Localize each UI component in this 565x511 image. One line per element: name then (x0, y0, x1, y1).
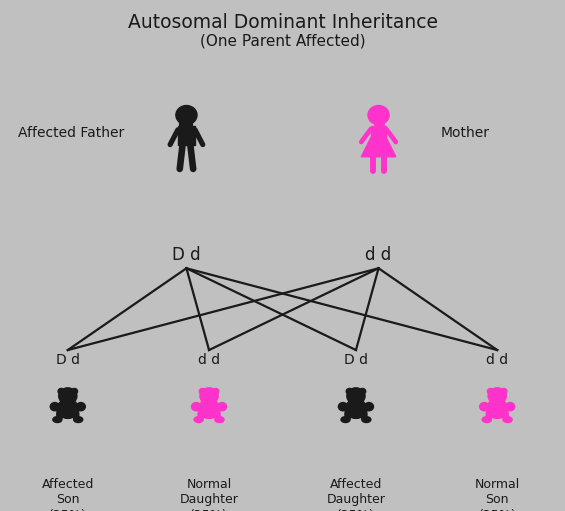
Text: Affected Father: Affected Father (18, 126, 124, 140)
Text: D d: D d (172, 246, 201, 265)
Circle shape (480, 403, 489, 411)
Circle shape (359, 388, 366, 394)
Text: d d: d d (198, 353, 220, 367)
Circle shape (200, 388, 218, 404)
FancyBboxPatch shape (371, 126, 386, 137)
Ellipse shape (198, 410, 205, 419)
Ellipse shape (56, 400, 79, 419)
Circle shape (506, 403, 515, 411)
Circle shape (368, 106, 389, 125)
Ellipse shape (503, 416, 512, 423)
Text: d d: d d (366, 246, 392, 265)
Ellipse shape (56, 410, 63, 419)
Ellipse shape (486, 400, 508, 419)
Circle shape (488, 388, 494, 394)
Circle shape (76, 403, 85, 411)
Circle shape (71, 388, 77, 394)
Ellipse shape (53, 416, 62, 423)
Circle shape (338, 403, 347, 411)
Ellipse shape (362, 416, 371, 423)
Circle shape (212, 388, 219, 394)
Text: Autosomal Dominant Inheritance: Autosomal Dominant Inheritance (128, 13, 437, 32)
Text: (One Parent Affected): (One Parent Affected) (199, 33, 366, 48)
Ellipse shape (486, 410, 493, 419)
Circle shape (50, 403, 59, 411)
Circle shape (347, 388, 365, 404)
Ellipse shape (198, 400, 220, 419)
Ellipse shape (483, 416, 492, 423)
Ellipse shape (73, 416, 82, 423)
Circle shape (501, 388, 507, 394)
FancyBboxPatch shape (178, 126, 195, 145)
Ellipse shape (72, 410, 79, 419)
Ellipse shape (341, 416, 350, 423)
Text: D d: D d (56, 353, 80, 367)
Circle shape (192, 403, 201, 411)
Ellipse shape (360, 410, 367, 419)
Ellipse shape (215, 416, 224, 423)
Text: d d: d d (486, 353, 508, 367)
Ellipse shape (194, 416, 203, 423)
Circle shape (199, 388, 206, 394)
Polygon shape (361, 137, 396, 157)
Text: Affected
Daughter
(25%): Affected Daughter (25%) (327, 478, 385, 511)
Circle shape (218, 403, 227, 411)
Circle shape (346, 388, 353, 394)
Ellipse shape (214, 410, 220, 419)
Ellipse shape (345, 400, 367, 419)
Circle shape (58, 388, 64, 394)
Text: Affected
Son
(25%): Affected Son (25%) (42, 478, 94, 511)
Text: Normal
Son
(25%): Normal Son (25%) (475, 478, 520, 511)
Circle shape (364, 403, 373, 411)
Ellipse shape (345, 410, 351, 419)
Circle shape (176, 106, 197, 125)
Circle shape (59, 388, 77, 404)
Text: D d: D d (344, 353, 368, 367)
Ellipse shape (502, 410, 509, 419)
Text: Normal
Daughter
(25%): Normal Daughter (25%) (180, 478, 238, 511)
Circle shape (488, 388, 506, 404)
Text: Mother: Mother (441, 126, 490, 140)
